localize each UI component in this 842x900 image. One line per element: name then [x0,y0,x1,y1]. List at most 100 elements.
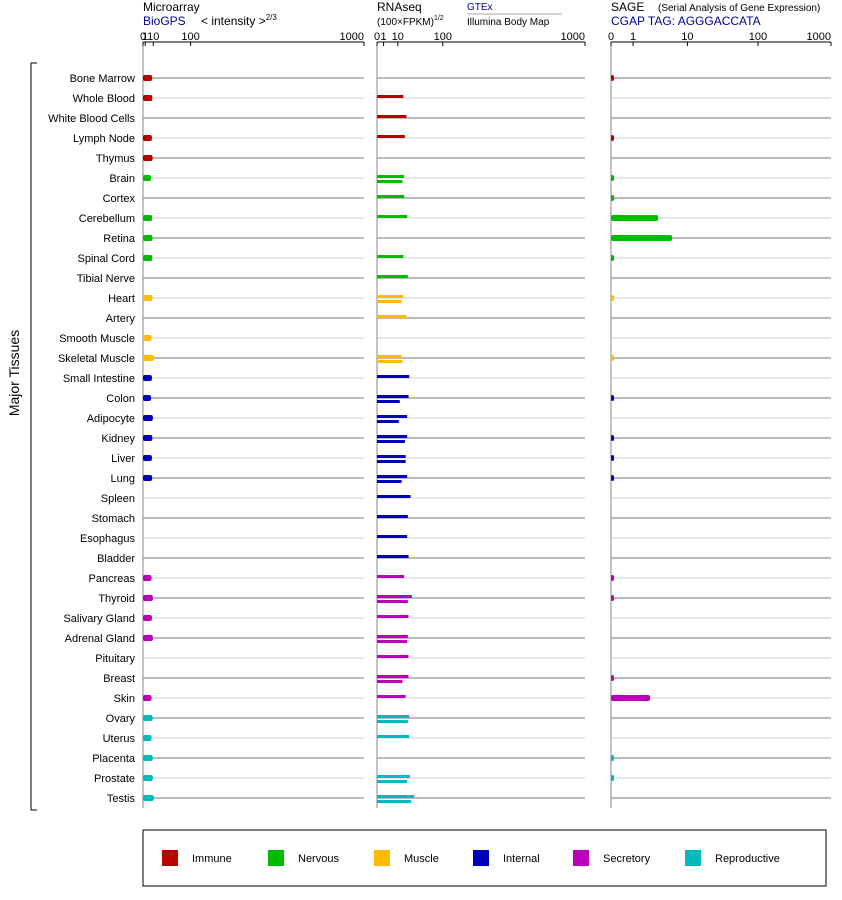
rnaseq-bar [377,95,404,98]
rnaseq-bar [377,135,405,138]
tissue-label: White Blood Cells [48,113,135,125]
tissue-label: Lung [111,473,135,485]
rnaseq-legend-illumina: Illumina Body Map [467,17,550,28]
legend-label: Muscle [404,853,439,865]
tissue-label: Smooth Muscle [59,333,135,345]
microarray-bar [143,355,154,361]
major-tissues-label: Major Tissues [6,330,22,416]
tissue-label: Thyroid [98,593,135,605]
sage-bar [611,135,615,141]
microarray-bar [143,215,153,221]
rnaseq-bar [377,195,405,198]
tissue-label: Pancreas [89,573,136,585]
sage-bar [611,695,650,701]
tissue-label: Adrenal Gland [65,633,135,645]
rnaseq-bar [377,420,399,423]
legend-swatch [573,850,589,866]
tissue-label: Prostate [94,773,135,785]
microarray-title: Microarray [143,0,200,14]
legend-swatch [685,850,701,866]
microarray-bar [143,395,152,401]
rnaseq-bar [377,180,403,183]
tissue-label: Liver [111,453,135,465]
sage-bar [611,575,615,581]
tissue-label: Heart [108,293,135,305]
rnaseq-bar [377,515,408,518]
tissue-label: Kidney [101,433,135,445]
rnaseq-bar [377,355,402,358]
sage-title-note: (Serial Analysis of Gene Expression) [658,3,820,14]
rnaseq-bar [377,615,409,618]
x-tick-label: 10 [147,31,159,43]
tissue-label: Spleen [101,493,135,505]
rnaseq-bar [377,575,405,578]
rnaseq-bar [377,315,407,318]
x-tick-label: 1 [142,31,148,43]
sage-bar [611,455,615,461]
sage-bar [611,195,615,201]
tissue-label: Colon [106,393,135,405]
microarray-bar [143,615,152,621]
rnaseq-bar [377,735,410,738]
rnaseq-bar [377,655,409,658]
sage-bar [611,255,615,261]
x-tick-label: 1000 [561,31,585,43]
legend-label: Internal [503,853,540,865]
x-tick-label: 1000 [340,31,364,43]
microarray-bar [143,575,152,581]
rnaseq-bar [377,495,411,498]
legend-swatch [374,850,390,866]
x-tick-label: 1 [630,31,636,43]
sage-tag: CGAP TAG: AGGGACCATA [611,14,761,28]
rnaseq-unit-text: (100×FPKM) [377,17,434,28]
tissue-label: Retina [103,233,136,245]
microarray-bar [143,255,153,261]
microarray-bar [143,435,153,441]
microarray-bar [143,795,154,801]
sage-bar [611,295,615,301]
sage-title: SAGE [611,0,644,14]
microarray-bar [143,775,153,781]
microarray-bar [143,715,153,721]
tissue-label: Brain [109,173,135,185]
rnaseq-bar [377,395,409,398]
microarray-bar [143,95,153,101]
microarray-bar [143,335,152,341]
sage-bar [611,235,673,241]
rnaseq-bar [377,680,403,683]
x-tick-label: 100 [434,31,452,43]
microarray-bar [143,135,152,141]
sage-bar [611,355,615,361]
tissue-rows: Bone Marrow Whole Blood White Blood Cells L… [48,73,831,805]
rnaseq-bar [377,440,405,443]
rnaseq-bar [377,775,410,778]
rnaseq-bar [377,275,408,278]
tissue-label: Placenta [92,753,136,765]
rnaseq-bar [377,795,415,798]
rnaseq-bar [377,415,408,418]
microarray-bar [143,295,153,301]
microarray-bar [143,695,152,701]
rnaseq-bar [377,720,408,723]
tissue-label: Cortex [103,193,136,205]
rnaseq-bar [377,600,408,603]
rnaseq-bar [377,255,404,258]
microarray-unit: < intensity >2/3 [201,13,277,28]
sage-bar [611,75,615,81]
sage-bar [611,775,615,781]
sage-bar [611,475,615,481]
legend-label: Reproductive [715,853,780,865]
expression-bars [143,75,673,803]
tissue-label: Tibial Nerve [77,273,135,285]
tissue-label: Skeletal Muscle [58,353,135,365]
sage-bar [611,175,615,181]
sage-bar [611,435,615,441]
x-tick-label: 10 [681,31,693,43]
x-tick-label: 100 [749,31,767,43]
rnaseq-bar [377,175,405,178]
tissue-label: Ovary [106,713,136,725]
sage-bar [611,755,615,761]
x-tick-label: 0 [140,31,146,43]
rnaseq-bar [377,800,412,803]
